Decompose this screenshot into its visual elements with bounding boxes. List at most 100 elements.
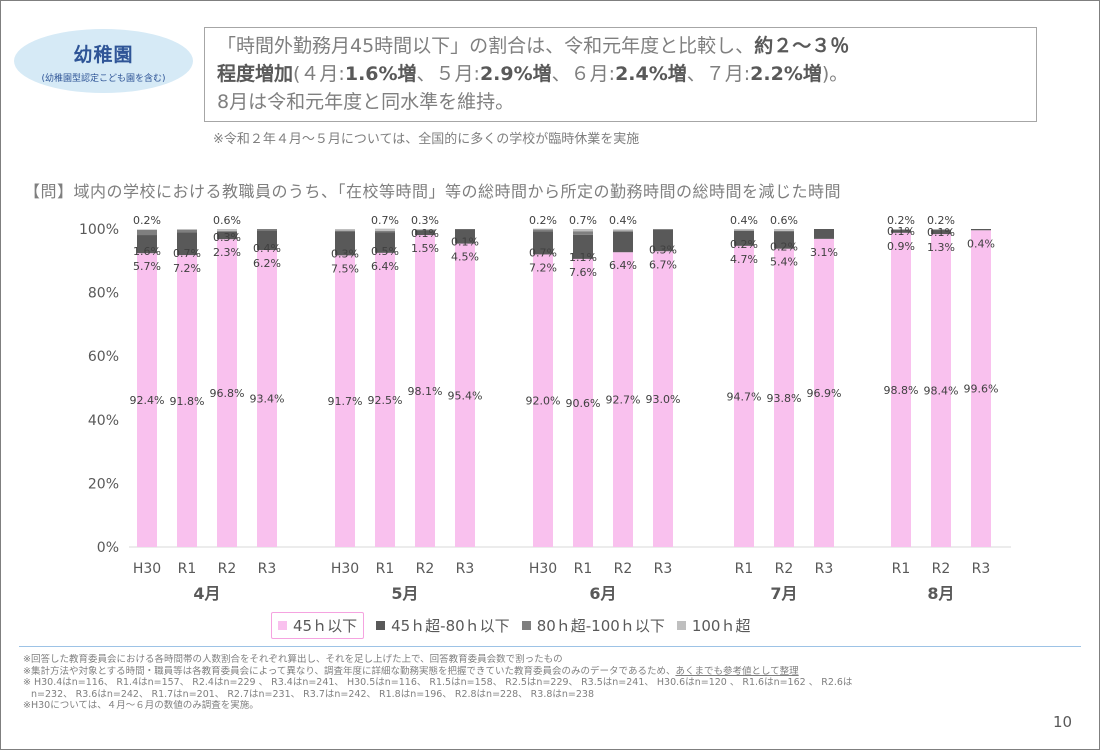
legend-label-le45: 45ｈ以下 [293, 617, 358, 635]
y-tick-label: 80% [88, 286, 119, 302]
footnote-2: ※集計方法や対象とする時間・職員等は各教育委員会によって異なり、調査年度に詳細な… [23, 666, 1043, 678]
bar-segment-gt80 [455, 229, 475, 230]
bar-segment-gt45 [653, 229, 673, 252]
bar-segment-le45 [257, 249, 277, 547]
bar-segment-gt100 [891, 229, 911, 230]
data-label-gt100: 0.3% [411, 214, 439, 227]
data-label-gt45: 6.4% [609, 259, 637, 272]
x-tick-label: R1 [735, 561, 754, 577]
data-label-gt80: 0.1% [411, 227, 439, 240]
data-label-gt80: 0.5% [371, 245, 399, 258]
bar-segment-gt80 [415, 229, 435, 231]
data-label-gt80: 0.1% [927, 226, 955, 239]
x-tick-label: R1 [574, 561, 593, 577]
bar-segment-gt80 [613, 230, 633, 232]
summary-highlight: 2.4%増 [615, 63, 687, 85]
bar-segment-le45 [774, 248, 794, 547]
badge-subtitle: (幼稚園型認定こども園を含む) [41, 74, 166, 84]
data-label-le45: 96.9% [807, 387, 842, 400]
bar-segment-gt100 [137, 229, 157, 230]
bar-segment-le45 [734, 245, 754, 547]
data-label-le45: 93.8% [767, 392, 802, 405]
data-label-gt45: 5.7% [133, 260, 161, 273]
x-tick-label: R2 [932, 561, 951, 577]
bar-segment-le45 [217, 239, 237, 547]
bar-segment-gt80 [217, 230, 237, 232]
bar-segment-le45 [455, 243, 475, 547]
bar-segment-gt45 [375, 232, 395, 253]
data-label-gt45: 6.7% [649, 258, 677, 271]
summary-text: 、７月: [686, 63, 751, 85]
bar-segment-gt100 [533, 228, 553, 230]
stacked-bar-chart: 0% 20% 40% 60% 80% 100% 92.4% 5.7% 1.6% 0.2% H30 91… [79, 214, 1011, 603]
data-label-gt45: 2.3% [213, 246, 241, 259]
x-tick-label: R2 [416, 561, 435, 577]
data-label-gt80: 0.2% [730, 238, 758, 251]
data-label-gt45: 4.5% [451, 251, 479, 264]
data-label-gt100: 0.7% [569, 214, 597, 227]
data-label-gt45: 6.4% [371, 260, 399, 273]
bar-segment-gt45 [177, 232, 197, 256]
bar-segment-le45 [335, 255, 355, 548]
data-label-gt80: 0.3% [213, 231, 241, 244]
bar-segment-gt45 [734, 230, 754, 246]
x-tick-label: H30 [133, 561, 161, 577]
bar-segment-le45 [177, 255, 197, 548]
bar-segment-le45 [415, 235, 435, 547]
data-label-le45: 99.6% [964, 383, 999, 396]
data-label-le45: 92.0% [526, 395, 561, 408]
data-label-le45: 92.5% [368, 394, 403, 407]
bar-segment-le45 [971, 230, 991, 547]
summary-highlight: 程度増加 [217, 63, 294, 85]
data-label-le45: 93.4% [250, 392, 285, 405]
data-label-le45: 94.7% [727, 390, 762, 403]
page-number: 10 [1053, 713, 1073, 731]
data-label-gt100: 0.2% [887, 214, 915, 227]
bar-segment-le45 [931, 234, 951, 547]
summary-highlight: 約２～３％ [754, 35, 850, 57]
x-tick-label: R3 [456, 561, 475, 577]
summary-text: 、６月: [551, 63, 616, 85]
bar-segment-gt100 [217, 229, 237, 231]
y-tick-label: 0% [97, 540, 119, 556]
bar-segment-gt100 [573, 229, 593, 232]
month-label: 7月 [770, 584, 797, 603]
data-label-gt100: 0.6% [770, 214, 798, 227]
bar-segment-le45 [891, 232, 911, 548]
x-tick-label: R2 [775, 561, 794, 577]
data-label-le45: 90.6% [566, 397, 601, 410]
data-label-gt80: 0.1% [887, 225, 915, 238]
footnote-4: n=232、 R3.6はn=242、 R1.7はn=201、 R2.7はn=23… [31, 688, 595, 700]
chart-question: 【問】域内の学校における教職員のうち、「在校等時間」等の総時間から所定の勤務時間… [24, 182, 842, 201]
summary-highlight: 1.6%増 [344, 63, 417, 85]
data-label-le45: 91.8% [170, 395, 205, 408]
data-label-gt80: 0.3% [331, 247, 359, 260]
data-label-gt45: 7.2% [173, 262, 201, 275]
bar-segment-le45 [573, 258, 593, 547]
data-label-gt45: 1.3% [927, 241, 955, 254]
badge-title: 幼稚園 [73, 44, 134, 66]
bar-segment-gt45 [573, 234, 593, 259]
data-label-gt45: 0.4% [967, 237, 995, 250]
bar-segment-gt45 [971, 229, 991, 231]
summary-text: )。 [821, 63, 849, 85]
bar-segment-gt45 [774, 231, 794, 249]
data-label-gt80: 0.7% [529, 246, 557, 259]
month-label: 4月 [193, 584, 220, 603]
data-label-gt100: 0.2% [927, 214, 955, 227]
data-label-gt45: 5.4% [770, 256, 798, 269]
footnote-5: ※H30については、４月～６月の数値のみ調査を実施。 [23, 700, 259, 711]
data-label-gt45: 7.2% [529, 261, 557, 274]
data-label-gt100: 0.7% [371, 214, 399, 227]
month-label: 5月 [391, 584, 418, 603]
bar-segment-gt100 [375, 228, 395, 231]
x-tick-label: R1 [892, 561, 911, 577]
y-tick-label: 40% [88, 413, 119, 429]
legend-swatch-le45 [278, 621, 287, 630]
legend-item-le45: 45ｈ以下 [271, 612, 365, 639]
summary-box: 「時間外勤務月45時間以下」の割合は、令和元年度と比較し、約２～３％ 程度増加(… [204, 27, 1037, 122]
legend-swatch-gt45 [376, 621, 386, 630]
bar-segment-gt45 [455, 229, 475, 244]
legend-label-gt100: 100ｈ超 [691, 617, 751, 635]
x-tick-label: R1 [376, 561, 395, 577]
